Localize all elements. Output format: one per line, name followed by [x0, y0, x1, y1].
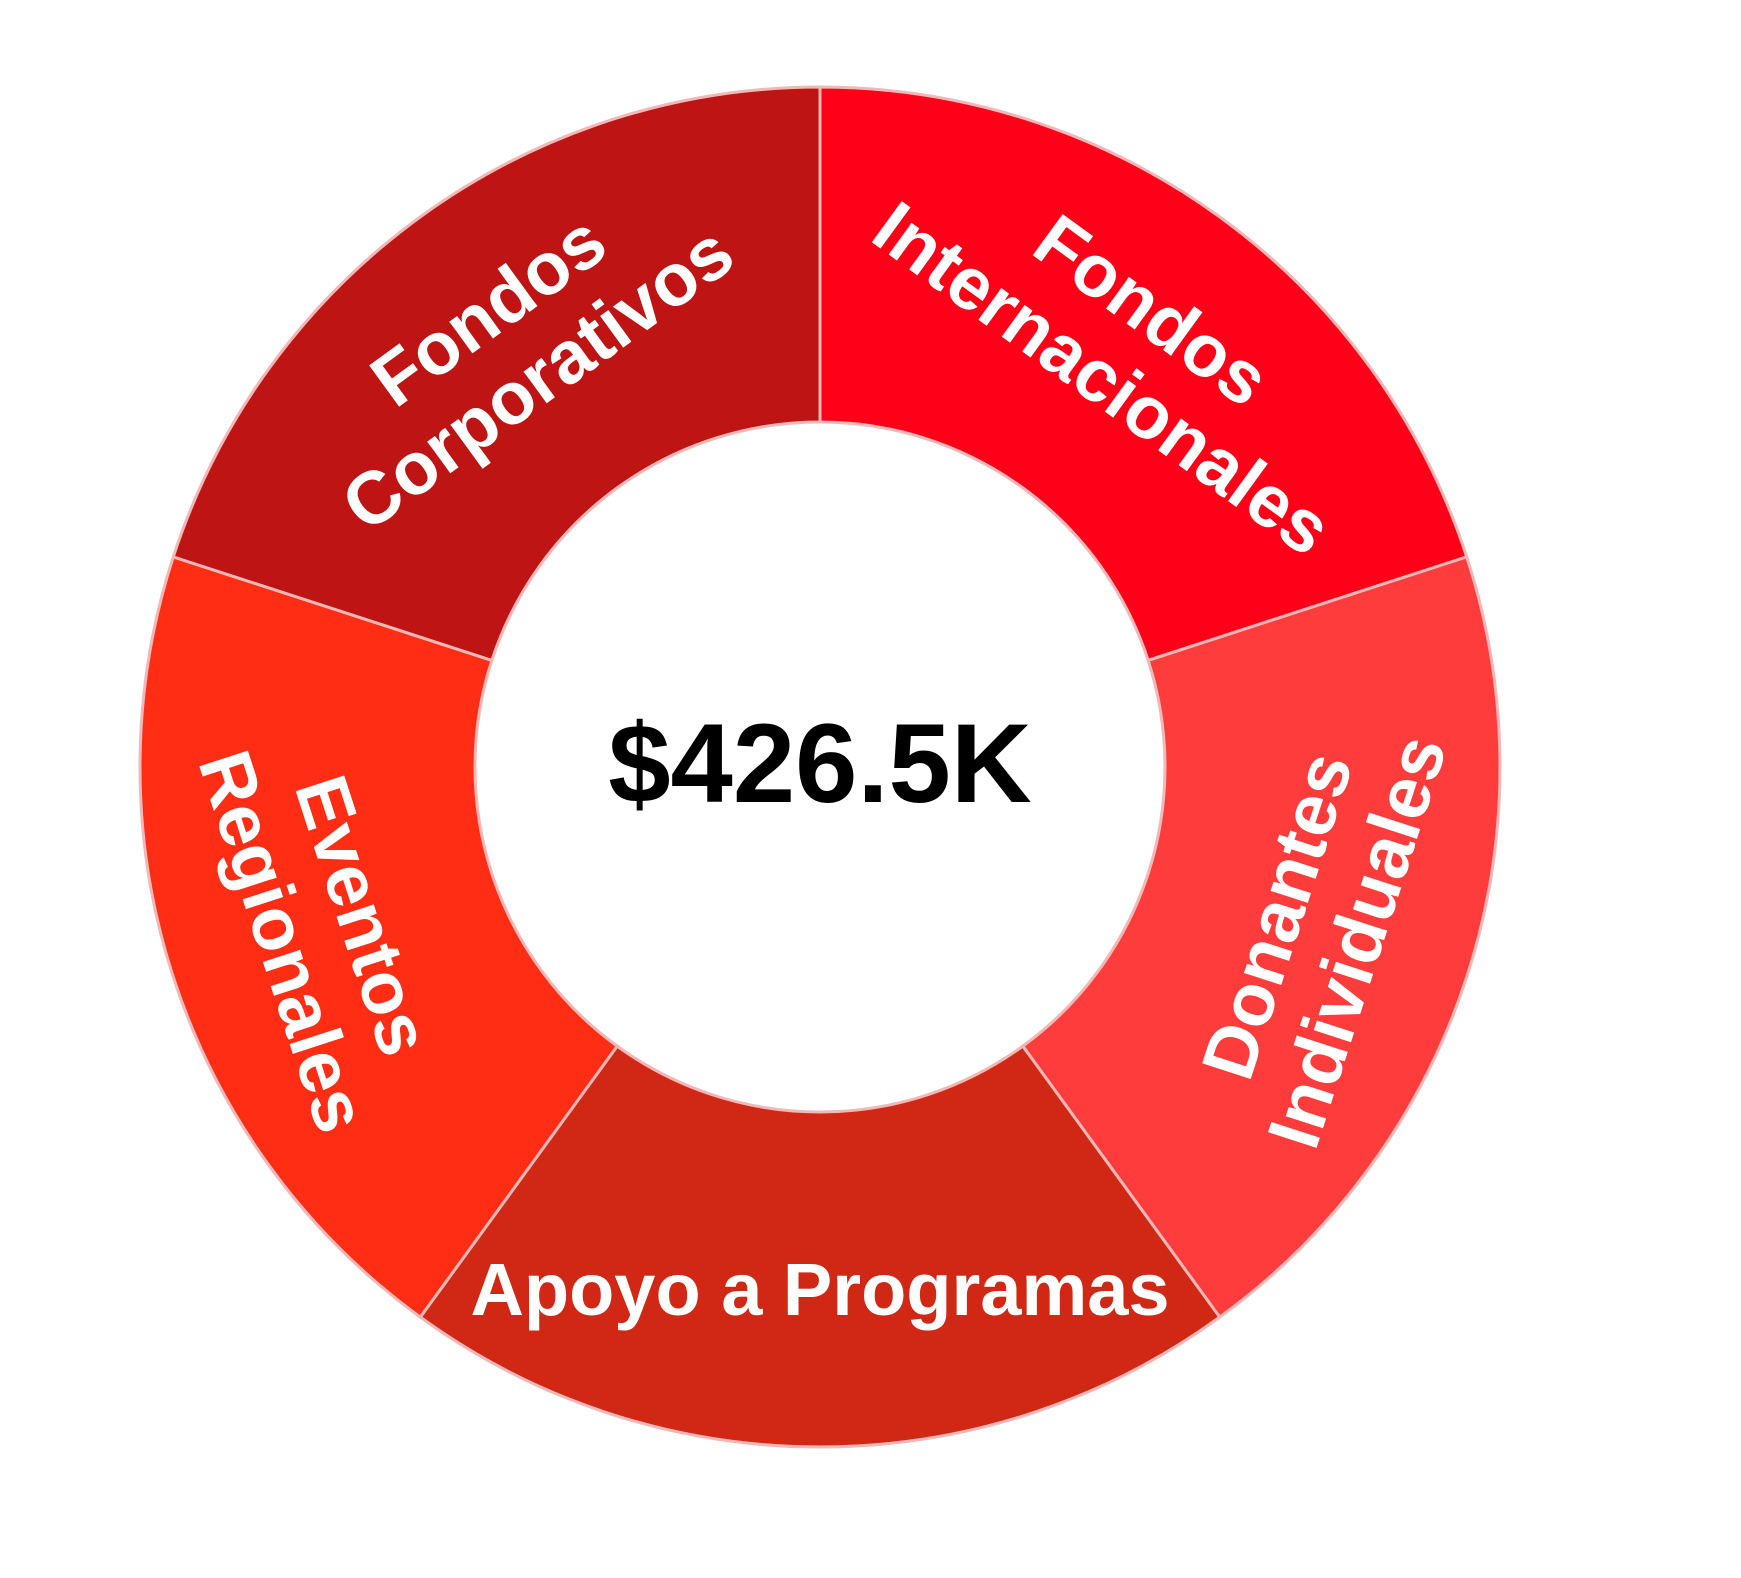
slice-label-apoyo-a-programas: Apoyo a Programas — [470, 1248, 1169, 1331]
slice-apoyo-a-programas — [418, 1044, 1222, 1449]
center-total-label: $426.5K — [608, 701, 1031, 826]
slice-fondos-internacionales — [818, 85, 1469, 663]
slice-label-line: Apoyo a Programas — [470, 1248, 1169, 1331]
slice-donantes-individuales — [1020, 554, 1502, 1320]
slice-eventos-regionales — [138, 554, 620, 1320]
slices-layer — [138, 85, 1502, 1449]
slice-fondos-corporativos — [171, 85, 822, 663]
